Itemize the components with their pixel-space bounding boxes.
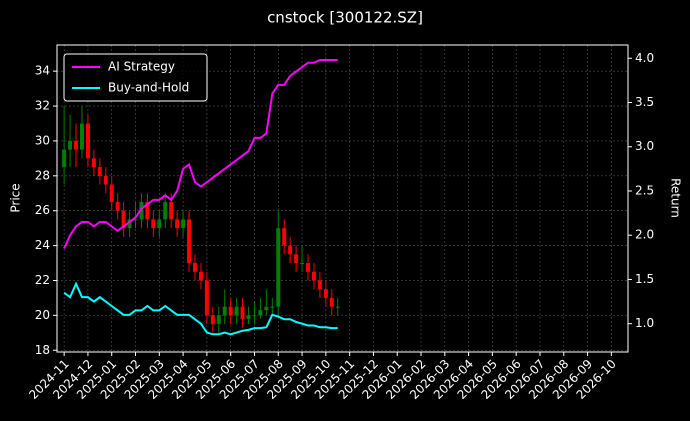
y-tick-label: 30: [35, 133, 50, 147]
candle-body: [163, 201, 168, 220]
candle-body: [246, 315, 251, 319]
candle-body: [109, 184, 114, 202]
y-axis-label: Price: [9, 183, 23, 212]
y2-axis-label: Return: [669, 178, 683, 218]
candle-body: [97, 167, 102, 176]
candle-body: [115, 201, 120, 211]
candle-body: [103, 175, 108, 185]
candle-body: [311, 271, 316, 281]
y2-tick-label: 3.0: [635, 139, 654, 153]
y2-tick-label: 2.0: [635, 228, 654, 242]
candle-body: [323, 289, 328, 298]
candle-body: [210, 315, 215, 325]
series-line: [63, 59, 338, 249]
y2-tick-label: 2.5: [635, 183, 654, 197]
candle-body: [91, 158, 96, 168]
candle-body: [288, 245, 293, 255]
candle-body: [306, 263, 311, 272]
candle-body: [181, 219, 186, 229]
series-line: [63, 281, 338, 336]
candle-body: [300, 263, 305, 265]
chart-title: cnstock [300122.SZ]: [267, 9, 423, 27]
legend-label: Buy-and-Hold: [108, 81, 189, 95]
y-tick-label: 28: [35, 168, 50, 182]
y-tick-label: 34: [35, 64, 50, 78]
candle-body: [216, 315, 221, 325]
candle-body: [240, 306, 245, 319]
candle-body: [133, 219, 138, 221]
y-tick-label: 18: [35, 343, 50, 357]
candle-body: [127, 219, 132, 229]
candle-body: [79, 123, 84, 150]
y-tick-label: 26: [35, 203, 50, 217]
candle-body: [335, 306, 340, 308]
candle-body: [234, 306, 239, 316]
candle-body: [270, 306, 275, 308]
candle-body: [317, 280, 322, 290]
candle-body: [157, 219, 162, 229]
y2-tick-label: 4.0: [635, 51, 654, 65]
candle-body: [68, 140, 73, 150]
candle-body: [151, 219, 156, 229]
legend-label: AI Strategy: [108, 60, 175, 74]
candle-body: [121, 210, 126, 229]
y2-tick-label: 1.5: [635, 272, 654, 286]
y-tick-label: 32: [35, 99, 50, 113]
candle-body: [264, 306, 269, 311]
candle-body: [175, 219, 180, 229]
plot-frame: [56, 44, 629, 353]
candle-body: [187, 219, 192, 264]
y-tick-label: 20: [35, 308, 50, 322]
candle-body: [139, 201, 144, 220]
candle-body: [192, 263, 197, 272]
candle-body: [276, 228, 281, 307]
candle-body: [204, 280, 209, 316]
candle-body: [282, 228, 287, 246]
candle-body: [329, 297, 334, 307]
candle-body: [62, 149, 67, 168]
y2-tick-label: 3.5: [635, 95, 654, 109]
candle-body: [252, 315, 257, 317]
y-tick-label: 22: [35, 273, 50, 287]
y-tick-label: 24: [35, 238, 50, 252]
y2-tick-label: 1.0: [635, 316, 654, 330]
legend: AI Strategy Buy-and-Hold: [63, 53, 208, 102]
candle-body: [85, 123, 90, 159]
candle-body: [258, 310, 263, 316]
candle-body: [228, 306, 233, 316]
candle-body: [169, 201, 174, 220]
candle-body: [145, 201, 150, 220]
candle-body: [198, 271, 203, 281]
candle-body: [74, 140, 79, 150]
candle-body: [222, 306, 227, 316]
legend-box: [63, 53, 208, 102]
candle-body: [294, 254, 299, 264]
